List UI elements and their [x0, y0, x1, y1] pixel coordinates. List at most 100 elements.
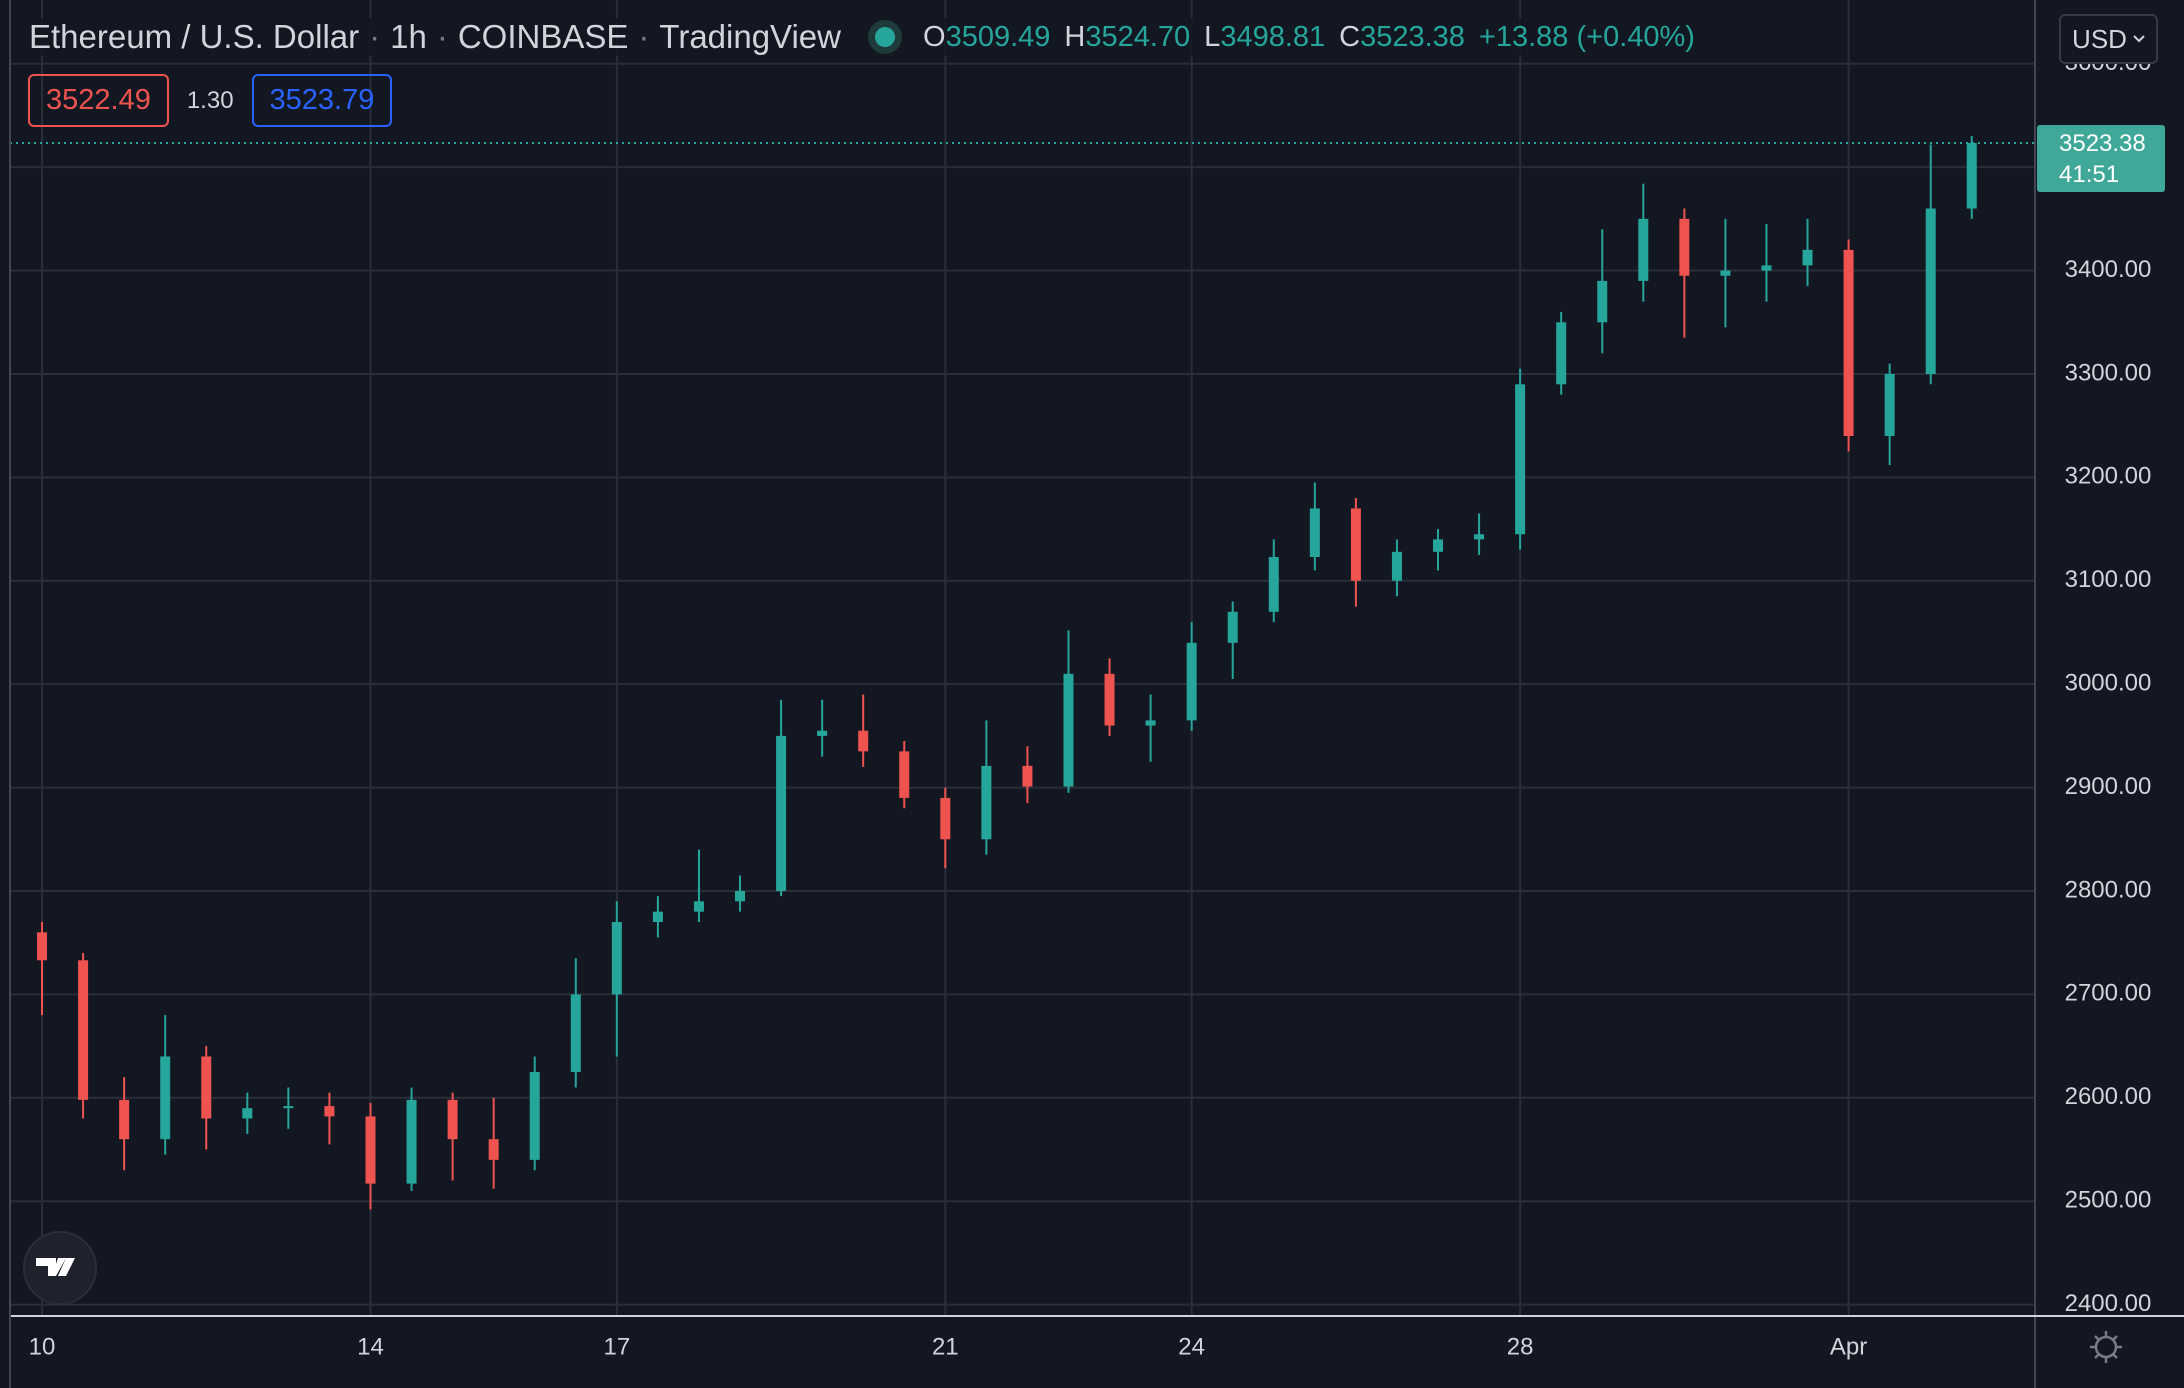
change: +13.88 (+0.40%) [1478, 20, 1695, 53]
x-tick-label: Apr [1830, 1333, 1867, 1360]
candle-body [1474, 534, 1485, 540]
candle-body [1186, 642, 1197, 721]
candle-body [1597, 280, 1608, 323]
ohlc: O3509.49 H3524.70 L3498.81 C3523.38 [923, 21, 1479, 54]
x-tick-label: 10 [29, 1333, 56, 1360]
last-price: 3523.38 [2059, 129, 2146, 157]
ohlc-item: C3523.38 [1339, 21, 1465, 54]
y-tick-label: 2400.00 [2065, 1290, 2152, 1317]
ohlc-item: H3524.70 [1064, 21, 1190, 54]
bid-ask: 3522.49 1.30 3523.79 [28, 74, 393, 127]
ohlc-key: O [923, 20, 946, 53]
candle-body [1145, 720, 1156, 726]
candle-body [735, 890, 746, 902]
candle-body [981, 765, 992, 840]
candle-body [940, 797, 951, 840]
candle-body [201, 1056, 212, 1119]
time-axis: 10 14 17 21 24 28 Apr [29, 1333, 1868, 1360]
candle-body [1063, 673, 1074, 787]
x-tick-label: 28 [1507, 1333, 1534, 1360]
y-tick-label: 2600.00 [2065, 1083, 2152, 1110]
y-tick-label: 2500.00 [2065, 1187, 2152, 1214]
x-tick-label: 14 [357, 1333, 384, 1360]
candle-body [283, 1106, 294, 1109]
ohlc-key: L [1204, 20, 1221, 53]
chevron [2133, 35, 2145, 43]
candle-body [1966, 142, 1977, 209]
ohlc-item: O3509.49 [923, 21, 1050, 54]
candle-body [119, 1099, 130, 1140]
gear[interactable] [2094, 1335, 2118, 1359]
bid[interactable]: 3522.49 [28, 74, 169, 127]
spread: 1.30 [186, 86, 234, 114]
y-tick-label: 3300.00 [2065, 359, 2152, 386]
ohlc-item: L3498.81 [1204, 21, 1325, 54]
tradingview-logo[interactable] [23, 1231, 97, 1305]
ohlc-value: 3509.49 [945, 20, 1051, 53]
ohlc-value: 3498.81 [1220, 20, 1326, 53]
gear-teeth[interactable] [2090, 1331, 2122, 1363]
candle-body [1309, 508, 1320, 557]
exchange: COINBASE [427, 18, 629, 56]
candle-body [1515, 384, 1526, 535]
last-price-label: 3523.38 41:51 [2037, 124, 2165, 192]
candle-body [693, 901, 704, 912]
ohlc-key: C [1339, 20, 1361, 53]
y-tick-label: 3200.00 [2065, 463, 2152, 490]
legend: Ethereum / U.S. Dollar 1h COINBASE Tradi… [29, 18, 1695, 56]
x-tick-label: 21 [932, 1333, 959, 1360]
candle-body [1350, 508, 1361, 581]
candle-body [1268, 556, 1279, 612]
market-status[interactable] [875, 27, 895, 47]
ohlc-key: H [1064, 20, 1086, 53]
candle-body [858, 730, 869, 752]
logo-mark[interactable] [36, 1258, 75, 1276]
candle-body [1761, 265, 1772, 271]
candle-body [447, 1099, 458, 1140]
ohlc-value: 3523.38 [1360, 20, 1465, 53]
candle-body [1925, 208, 1936, 374]
candle-body [611, 922, 622, 995]
x-tick-label: 24 [1178, 1333, 1205, 1360]
candle-body [78, 960, 89, 1100]
candle-body [776, 735, 787, 891]
ohlc-value: 3524.70 [1085, 20, 1191, 53]
candle-body [529, 1071, 540, 1160]
candle-body [570, 994, 581, 1072]
y-tick-label: 2800.00 [2065, 876, 2152, 903]
source: TradingView [628, 18, 841, 56]
symbol-title[interactable]: Ethereum / U.S. Dollar [29, 18, 360, 55]
candle-body [899, 751, 910, 798]
candle-body [365, 1116, 376, 1184]
candle-body [160, 1056, 171, 1140]
candle-body [1022, 765, 1033, 787]
candle-body [488, 1139, 499, 1160]
candle-body [1843, 249, 1854, 437]
ask[interactable]: 3523.79 [251, 74, 393, 127]
candle-body [1227, 611, 1238, 643]
candle-body [1638, 218, 1649, 281]
interval[interactable]: 1h [359, 18, 427, 56]
candle-body [406, 1099, 417, 1184]
candle-body [1433, 539, 1444, 552]
currency[interactable]: USD [2072, 23, 2127, 54]
settings-icon[interactable] [2090, 1331, 2122, 1363]
candle-body [1391, 551, 1402, 581]
y-tick-label: 2900.00 [2065, 773, 2152, 800]
countdown: 41:51 [2059, 160, 2120, 188]
candle-body [1556, 322, 1567, 385]
candle-body [1104, 673, 1115, 726]
currency-button[interactable]: USD [2059, 14, 2158, 64]
candle-body [324, 1106, 335, 1117]
y-tick-label: 2700.00 [2065, 980, 2152, 1007]
y-tick-label: 3400.00 [2065, 256, 2152, 283]
candles [10, 136, 2035, 1210]
candle-body [1720, 270, 1731, 276]
candle-body [242, 1108, 253, 1119]
candle-body [817, 730, 828, 736]
candle-body [652, 911, 663, 923]
candle-body [1802, 249, 1813, 266]
